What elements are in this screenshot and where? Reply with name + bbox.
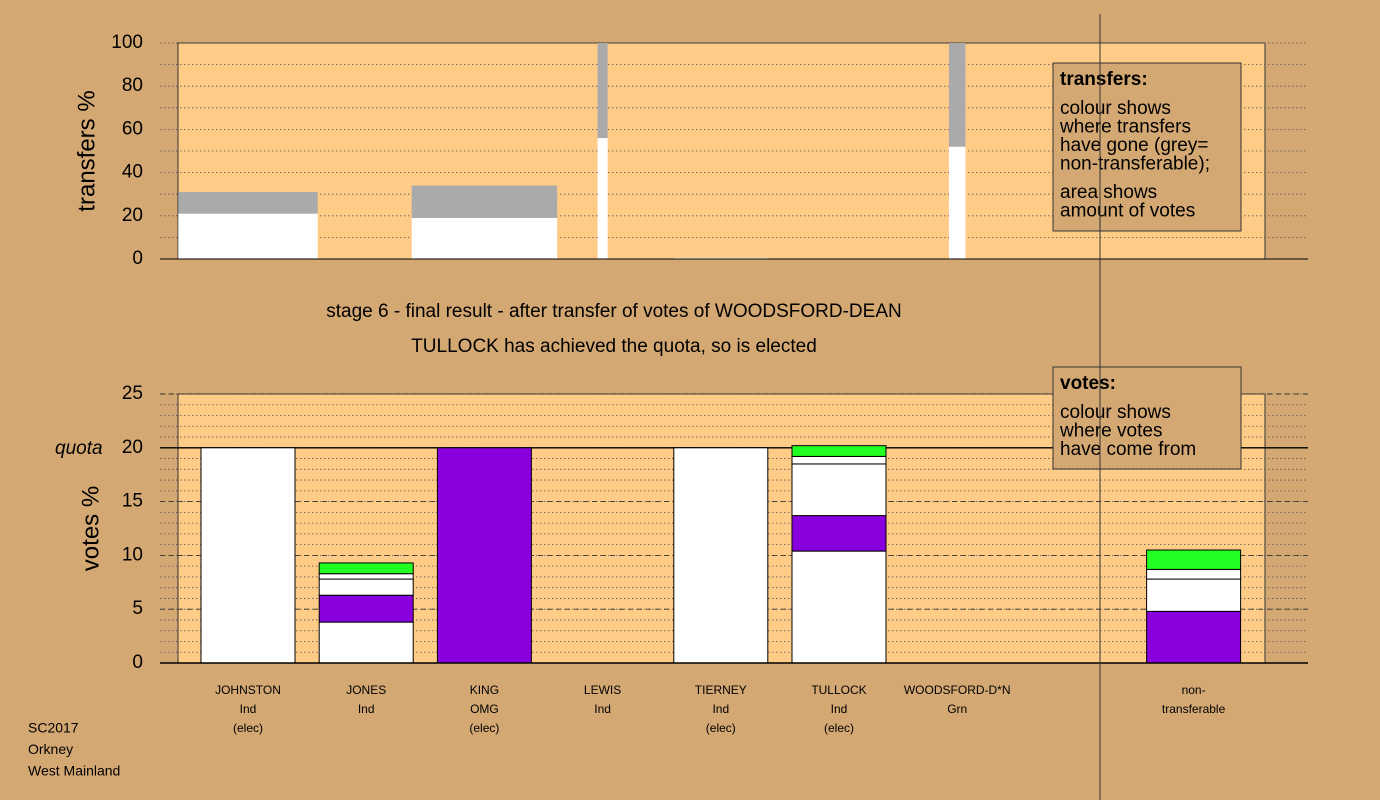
note-box: [1052, 366, 1242, 470]
bar-segment: [318, 621, 414, 664]
y-tick-label: 25: [122, 383, 143, 404]
bar-segment: [597, 138, 608, 259]
bar-segment: [597, 43, 608, 139]
note-title: transfers:: [1060, 69, 1148, 90]
note-text: amount of votes: [1060, 201, 1195, 222]
x-tick-label: (elec): [233, 721, 263, 735]
note-text: where transfers: [1059, 117, 1191, 138]
y-tick-label: 0: [132, 248, 143, 269]
bar-segment: [318, 594, 414, 623]
note-text: colour shows: [1060, 98, 1171, 119]
x-tick-label: LEWIS: [584, 683, 621, 697]
bar-segment: [791, 515, 887, 552]
bar-segment: [791, 463, 887, 517]
bar-segment: [1146, 549, 1242, 570]
x-tick-label: (elec): [706, 721, 736, 735]
y-tick-label: 20: [122, 437, 143, 458]
bar-segment: [1146, 610, 1242, 664]
bar-segment: [948, 43, 966, 147]
x-tick-label: KING: [470, 683, 499, 697]
note-title: votes:: [1060, 373, 1116, 394]
y-tick-label: 5: [132, 598, 143, 619]
x-tick-label: non-: [1182, 683, 1206, 697]
x-tick-label: JONES: [346, 683, 386, 697]
bar-segment: [200, 447, 296, 664]
bar-segment: [791, 550, 887, 664]
quota-label: quota: [55, 438, 103, 459]
x-tick-label: OMG: [470, 702, 499, 716]
y-tick-label: 100: [111, 32, 143, 53]
y-tick-label: 80: [122, 75, 143, 96]
bar-segment: [1146, 568, 1242, 580]
bar-segment: [318, 562, 414, 575]
bar-segment: [178, 192, 318, 214]
bar-segment: [948, 146, 966, 259]
bar-segment: [318, 573, 414, 580]
y-axis-label: votes %: [77, 486, 104, 571]
chart-title: stage 6 - final result - after transfer …: [326, 301, 901, 322]
note-box: [1052, 62, 1242, 232]
bar-segment: [1146, 578, 1242, 612]
chart-subtitle: TULLOCK has achieved the quota, so is el…: [411, 336, 817, 357]
x-tick-label: Ind: [240, 702, 257, 716]
bar-segment: [791, 455, 887, 465]
bar-segment: [178, 213, 318, 259]
x-tick-label: Ind: [358, 702, 375, 716]
x-tick-label: Ind: [712, 702, 729, 716]
footer-text: SC2017: [28, 720, 79, 736]
y-axis-label: transfers %: [73, 90, 100, 211]
x-tick-label: WOODSFORD-D*N: [904, 683, 1011, 697]
bar-segment: [411, 185, 558, 218]
y-tick-label: 20: [122, 205, 143, 226]
bar-segment: [318, 578, 414, 596]
note-text: have gone (grey=: [1060, 135, 1208, 156]
x-tick-label: (elec): [469, 721, 499, 735]
note-text: area shows: [1060, 182, 1157, 203]
bar-segment: [674, 257, 768, 259]
footer-text: Orkney: [28, 741, 73, 757]
x-tick-label: (elec): [824, 721, 854, 735]
y-tick-label: 15: [122, 491, 143, 512]
y-tick-label: 60: [122, 118, 143, 139]
bar-segment: [791, 445, 887, 457]
note-text: have come from: [1060, 439, 1196, 460]
x-tick-label: Grn: [947, 702, 967, 716]
note-text: non-transferable);: [1060, 154, 1210, 175]
note-text: where votes: [1059, 421, 1162, 442]
bar-segment: [673, 447, 769, 664]
x-tick-label: TIERNEY: [695, 683, 747, 697]
y-tick-label: 0: [132, 652, 143, 673]
x-tick-label: TULLOCK: [811, 683, 866, 697]
note-text: colour shows: [1060, 402, 1171, 423]
bar-segment: [411, 217, 558, 259]
x-tick-label: Ind: [594, 702, 611, 716]
y-tick-label: 10: [122, 544, 143, 565]
footer-text: West Mainland: [28, 763, 120, 779]
x-tick-label: transferable: [1162, 702, 1226, 716]
x-tick-label: JOHNSTON: [215, 683, 281, 697]
x-tick-label: Ind: [831, 702, 848, 716]
bar-segment: [436, 447, 532, 664]
y-tick-label: 40: [122, 162, 143, 183]
